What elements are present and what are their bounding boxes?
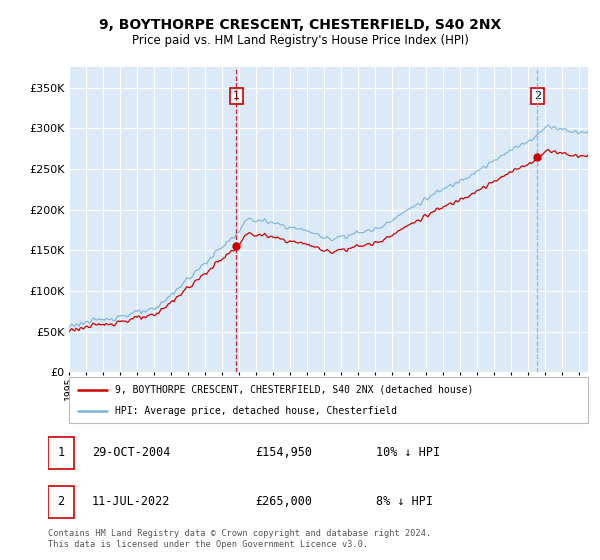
Text: 2: 2 [58,496,65,508]
Text: 1: 1 [58,446,65,459]
Text: 2: 2 [534,91,541,101]
FancyBboxPatch shape [69,377,588,423]
FancyBboxPatch shape [48,486,74,517]
Text: £154,950: £154,950 [256,446,313,459]
Text: 10% ↓ HPI: 10% ↓ HPI [376,446,440,459]
Text: Price paid vs. HM Land Registry's House Price Index (HPI): Price paid vs. HM Land Registry's House … [131,34,469,47]
Text: 11-JUL-2022: 11-JUL-2022 [92,496,170,508]
Text: 9, BOYTHORPE CRESCENT, CHESTERFIELD, S40 2NX: 9, BOYTHORPE CRESCENT, CHESTERFIELD, S40… [99,18,501,32]
Text: Contains HM Land Registry data © Crown copyright and database right 2024.
This d: Contains HM Land Registry data © Crown c… [48,529,431,549]
Text: 29-OCT-2004: 29-OCT-2004 [92,446,170,459]
Text: 8% ↓ HPI: 8% ↓ HPI [376,496,433,508]
FancyBboxPatch shape [48,437,74,469]
Text: £265,000: £265,000 [256,496,313,508]
Text: 1: 1 [233,91,240,101]
Text: HPI: Average price, detached house, Chesterfield: HPI: Average price, detached house, Ches… [115,407,397,416]
Text: 9, BOYTHORPE CRESCENT, CHESTERFIELD, S40 2NX (detached house): 9, BOYTHORPE CRESCENT, CHESTERFIELD, S40… [115,385,473,395]
